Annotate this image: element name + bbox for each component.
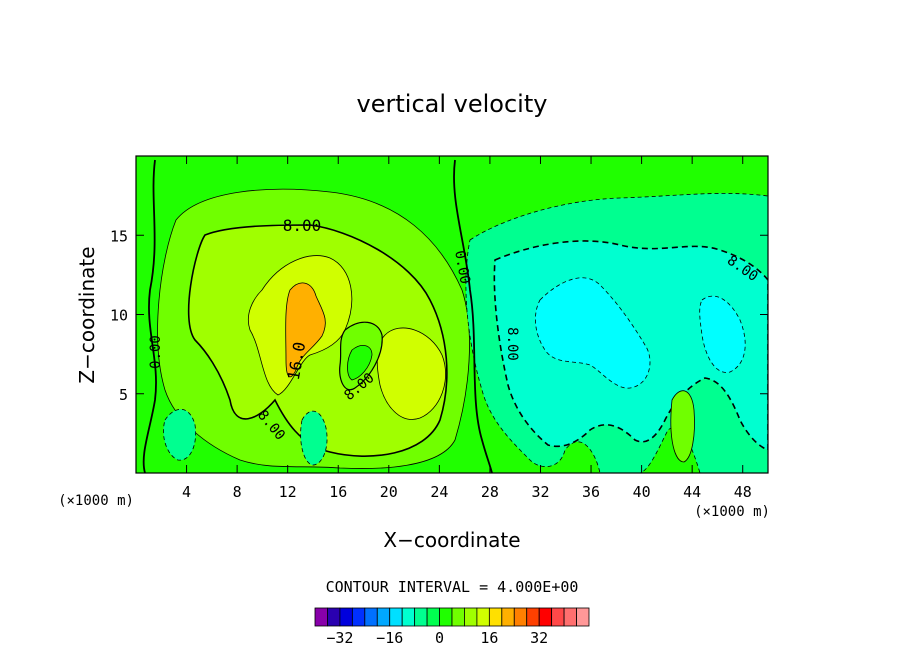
contour-fills — [142, 159, 768, 473]
colorbar-swatch — [513, 607, 528, 627]
colorbar-swatch — [351, 607, 366, 627]
contour-label: 0.00 — [148, 335, 164, 369]
region-positive-bottom-right — [670, 390, 695, 463]
region-negative-12b — [699, 295, 746, 373]
colorbar-swatch — [414, 607, 428, 627]
y-axis-ticks: 5 10 15 — [110, 227, 768, 404]
contour-label: 8.00 — [283, 216, 322, 235]
colorbar-tick-label: −16 — [376, 629, 403, 647]
contour-interval-text: CONTOUR INTERVAL = 4.000E+00 — [326, 578, 579, 596]
y-tick-label: 10 — [110, 307, 128, 325]
colorbar-swatch — [401, 607, 416, 627]
colorbar-swatch — [439, 607, 453, 627]
x-axis-label: X−coordinate — [383, 528, 520, 552]
x-tick-label: 40 — [633, 483, 651, 501]
y-tick-label: 5 — [119, 386, 128, 404]
zero-contour-left — [142, 159, 157, 473]
colorbar-swatch — [526, 607, 540, 627]
colorbar-tick-label: 16 — [480, 629, 498, 647]
x-tick-label: 24 — [430, 483, 448, 501]
colorbar-swatch — [538, 607, 553, 627]
colorbar-swatch — [451, 607, 465, 627]
colorbar-swatch — [551, 607, 565, 627]
colorbar-swatch — [314, 607, 328, 627]
colorbar-swatch — [426, 607, 440, 627]
x-axis-ticks: 4 8 12 16 20 24 28 32 36 40 44 48 — [182, 156, 752, 501]
region-negative-12 — [535, 277, 651, 389]
region-negative-bottom-mid — [300, 410, 328, 466]
contour-label: 0.00 — [451, 249, 473, 285]
x-tick-label: 36 — [582, 483, 600, 501]
x-tick-label: 20 — [380, 483, 398, 501]
x-tick-label: 8 — [233, 483, 242, 501]
region-zero-pocket-inner — [347, 345, 373, 381]
region-positive-16 — [285, 282, 326, 378]
x-tick-label: 32 — [531, 483, 549, 501]
chart-title: vertical velocity — [357, 90, 548, 118]
zero-contour-mid — [453, 159, 493, 473]
x-tick-label: 28 — [481, 483, 499, 501]
colorbar-swatch — [501, 607, 515, 627]
colorbar-swatch — [364, 607, 378, 627]
colorbar-swatch — [464, 607, 478, 627]
colorbar-swatch — [376, 607, 391, 627]
colorbar-swatch — [576, 607, 590, 627]
x-tick-label: 16 — [329, 483, 347, 501]
colorbar: −32 −16 0 16 32 — [314, 607, 590, 647]
colorbar-swatch — [476, 607, 490, 627]
x-unit-label-right: (×1000 m) — [694, 504, 770, 520]
y-axis-label: Z−coordinate — [75, 246, 99, 383]
colorbar-tick-label: 0 — [435, 629, 444, 647]
x-tick-label: 48 — [734, 483, 752, 501]
colorbar-swatch — [339, 607, 353, 627]
colorbar-swatch — [563, 607, 577, 627]
colorbar-tick-label: 32 — [530, 629, 548, 647]
colorbar-swatch — [488, 607, 503, 627]
x-tick-label: 4 — [182, 483, 191, 501]
x-tick-label: 44 — [683, 483, 701, 501]
colorbar-tick-label: −32 — [326, 629, 353, 647]
contour-label: 8.00 — [504, 327, 520, 361]
colorbar-swatch — [389, 607, 403, 627]
x-unit-label-left: (×1000 m) — [58, 493, 134, 509]
y-tick-label: 15 — [110, 227, 128, 245]
x-tick-label: 12 — [279, 483, 297, 501]
region-positive-12b — [376, 327, 446, 420]
region-negative-bottom-left — [163, 408, 197, 461]
colorbar-swatch — [327, 607, 341, 627]
plot-area: 8.00 0.00 16.0 8.00 8.00 0.00 8.00 8.00 … — [110, 155, 769, 501]
